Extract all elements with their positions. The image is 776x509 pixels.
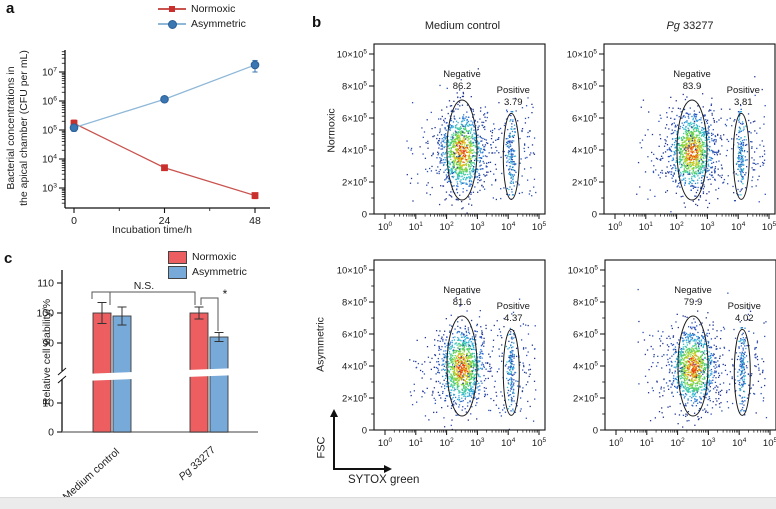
normoxic-color-swatch-icon [168,250,187,264]
panel-b-label: b [312,14,322,31]
asymmetric-circle-marker-icon [158,20,186,29]
panel-a-legend: Normoxic Asymmetric [158,2,246,31]
svg-text:10×105: 10×105 [567,49,598,61]
svg-text:103: 103 [470,221,485,233]
svg-text:107: 107 [42,67,57,79]
svg-text:24: 24 [159,215,171,227]
svg-text:0: 0 [592,210,597,221]
svg-text:102: 102 [440,437,455,449]
svg-text:6×105: 6×105 [342,329,367,341]
svg-text:3.79: 3.79 [504,97,523,108]
panel-b-col1-title: Medium control [424,20,501,32]
svg-text:6×105: 6×105 [342,113,367,125]
svg-text:86.2: 86.2 [453,81,472,92]
svg-text:Positive: Positive [727,85,760,96]
asymmetric-color-swatch-icon [168,265,187,279]
flow-plot-asymmetric-pg: Negative 79.9 Positive 4.02 0 2×105 4×105 6×105… [543,246,776,463]
svg-text:2×105: 2×105 [572,177,597,189]
flow-plot-asymmetric-medium: Negative 81.6 Positive 4.37 0 2×105 4×105 6×105… [312,246,548,463]
svg-text:101: 101 [639,221,654,233]
svg-text:105: 105 [762,221,776,233]
svg-text:102: 102 [670,221,685,233]
legend-item-asymmetric: Asymmetric [158,17,246,31]
svg-text:8×105: 8×105 [342,81,367,93]
svg-text:0: 0 [362,210,367,221]
svg-text:105: 105 [532,437,547,449]
svg-text:106: 106 [42,96,57,108]
fsc-axis-label: FSC [315,436,328,459]
panel-c-label: c [4,250,13,267]
fsc-sytox-axes-arrows-icon [330,409,392,473]
screenshot-bottom-edge [0,497,776,509]
svg-text:Negative: Negative [443,69,481,80]
normoxic-square-marker-icon [158,5,186,13]
panel-b-col2-title: Pg 33277 [666,20,714,32]
svg-text:104: 104 [42,154,57,166]
svg-text:Positive: Positive [497,85,530,96]
svg-text:103: 103 [42,183,57,195]
svg-text:105: 105 [42,125,57,137]
svg-text:4×105: 4×105 [572,145,597,157]
svg-text:81.6: 81.6 [453,297,472,308]
legend-item-normoxic-bar: Normoxic [168,250,247,264]
svg-text:100: 100 [608,221,623,233]
svg-text:104: 104 [501,437,516,449]
svg-text:104: 104 [731,221,746,233]
svg-text:100: 100 [378,437,393,449]
svg-text:0: 0 [362,426,367,437]
svg-text:10×105: 10×105 [337,49,368,61]
svg-text:0: 0 [71,215,77,227]
svg-text:Positive: Positive [497,301,530,312]
panel-c-legend: Normoxic Asymmetric [168,250,247,279]
panel-a-line-chart: 103 104 105 106 107 0 24 48 [28,0,313,250]
svg-text:Negative: Negative [673,69,711,80]
sytox-green-axis-label: SYTOX green [348,474,420,486]
svg-text:4.37: 4.37 [504,313,523,324]
panel-a-label: a [6,0,15,17]
panel-a-x-axis-label: Incubation time/h [112,224,192,236]
svg-text:3.81: 3.81 [734,97,753,108]
svg-text:102: 102 [440,221,455,233]
svg-text:6×105: 6×105 [572,113,597,125]
svg-text:2×105: 2×105 [342,393,367,405]
svg-text:104: 104 [501,221,516,233]
svg-text:103: 103 [470,437,485,449]
svg-text:48: 48 [249,215,261,227]
flow-plot-normoxic-pg: Negative 83.9 Positive 3.81 0 2×105 4×105 6×105… [542,30,776,247]
svg-text:100: 100 [378,221,393,233]
svg-text:101: 101 [409,437,424,449]
svg-text:10×105: 10×105 [337,265,368,277]
legend-item-normoxic: Normoxic [158,2,246,16]
svg-text:4×105: 4×105 [342,145,367,157]
svg-text:4×105: 4×105 [342,361,367,373]
panel-c-bar-chart: 0 10 90 100 110 N.S. * [30,248,310,463]
svg-text:2×105: 2×105 [342,177,367,189]
svg-text:103: 103 [700,221,715,233]
flow-plot-normoxic-medium: Negative 86.2 Positive 3.79 0 2×105 4×105 6×105… [312,30,548,247]
svg-text:83.9: 83.9 [683,81,702,92]
legend-item-asymmetric-bar: Asymmetric [168,265,247,279]
svg-text:Negative: Negative [443,285,481,296]
svg-text:105: 105 [532,221,547,233]
svg-text:8×105: 8×105 [342,297,367,309]
svg-text:101: 101 [409,221,424,233]
svg-text:8×105: 8×105 [572,81,597,93]
